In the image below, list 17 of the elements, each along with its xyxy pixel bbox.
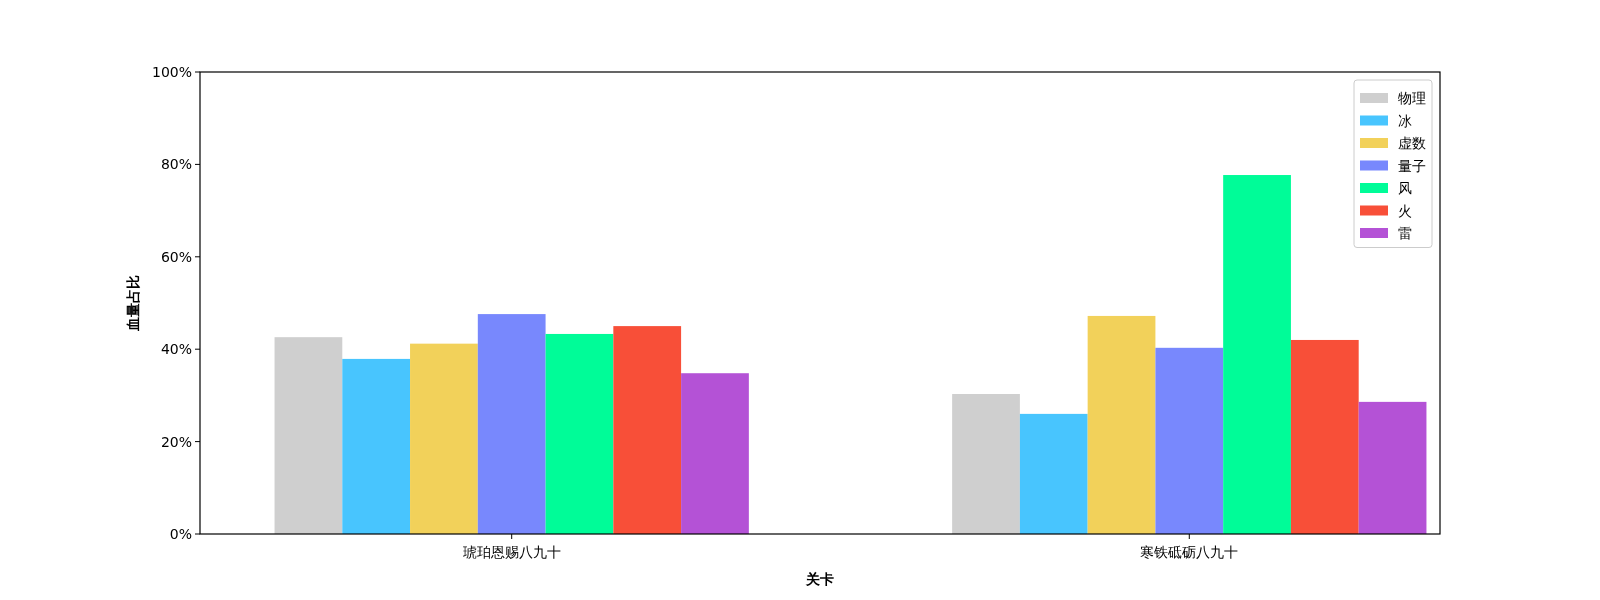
y-tick-label: 60% [160,248,192,265]
legend-label: 虚数 [1398,135,1426,151]
legend-label: 冰 [1398,112,1412,129]
y-tick-label: 40% [160,341,192,358]
x-axis-title: 关卡 [805,571,834,587]
legend-label: 火 [1398,202,1412,219]
legend-label: 物理 [1398,90,1426,106]
x-tick-label: 寒铁砥砺八九十 [1140,544,1239,560]
y-tick-label: 80% [160,156,192,173]
legend-label: 雷 [1398,225,1412,241]
y-tick-label: 20% [160,433,192,450]
legend-label: 量子 [1398,157,1426,174]
y-tick-label: 100% [151,64,192,80]
x-tick-label: 琥珀恩赐八九十 [462,544,561,560]
legend-label: 风 [1398,180,1412,196]
y-axis-title: 血量占比 [125,275,141,332]
y-tick-label: 0% [169,526,192,542]
